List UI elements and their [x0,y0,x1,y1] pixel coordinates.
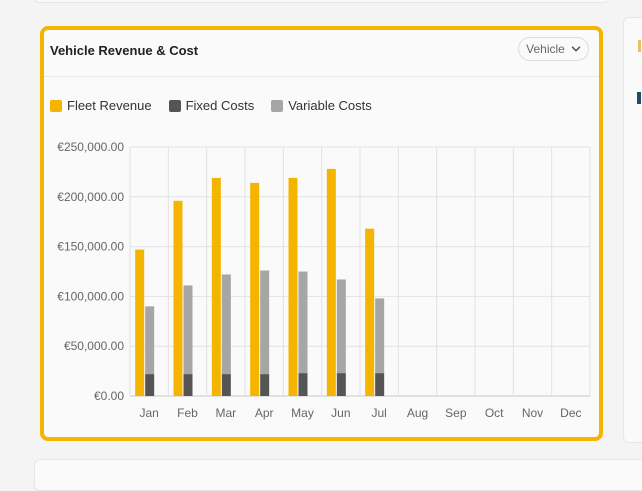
bar-fixed-costs [336,373,346,396]
y-tick-label: €50,000.00 [64,339,124,353]
legend-swatch-fixed-costs [168,99,181,112]
background-card-bottom [34,459,642,491]
vehicle-revenue-cost-panel: Vehicle Revenue & Cost Vehicle Fleet Rev… [40,26,603,441]
right-card-accent [638,40,641,52]
panel-header: Vehicle Revenue & Cost Vehicle [44,30,599,77]
bar-fixed-costs [145,374,155,396]
x-tick-label: Oct [485,406,504,420]
x-tick-label: Nov [522,406,543,420]
legend-item-variable-costs[interactable]: Variable Costs [271,98,372,113]
x-tick-label: Dec [560,406,581,420]
x-tick-label: Jun [331,406,350,420]
legend-label-variable-costs: Variable Costs [288,98,372,113]
panel-title: Vehicle Revenue & Cost [50,43,199,58]
vehicle-dropdown-label: Vehicle [526,42,565,56]
bar-fleet-revenue [326,168,336,396]
y-tick-label: €100,000.00 [57,289,124,303]
legend-label-fixed-costs: Fixed Costs [185,98,255,113]
bar-fleet-revenue [365,228,375,396]
legend-item-fleet-revenue[interactable]: Fleet Revenue [50,98,152,113]
background-card-right [623,17,642,443]
bar-fleet-revenue [173,200,183,396]
x-tick-label: Jul [371,406,386,420]
x-tick-label: Mar [215,406,236,420]
vehicle-dropdown[interactable]: Vehicle [518,37,589,61]
bar-fixed-costs [183,374,193,396]
x-tick-label: Jan [139,406,158,420]
x-tick-label: Feb [177,406,198,420]
bar-variable-costs [298,271,308,374]
chevron-down-icon [571,46,581,52]
x-tick-label: May [291,406,314,420]
bar-fleet-revenue [250,182,260,396]
bar-fixed-costs [260,374,270,396]
bar-fleet-revenue [135,249,145,396]
legend-label-fleet-revenue: Fleet Revenue [67,98,152,113]
bar-fixed-costs [298,373,308,396]
legend-swatch-variable-costs [271,99,284,112]
bar-fixed-costs [221,374,231,396]
bar-fleet-revenue [288,177,298,396]
bar-variable-costs [260,270,270,375]
legend-item-fixed-costs[interactable]: Fixed Costs [168,98,255,113]
bar-fixed-costs [375,373,385,396]
x-tick-label: Sep [445,406,467,420]
right-card-marker [637,92,641,104]
x-tick-label: Apr [255,406,274,420]
bar-variable-costs [375,298,385,374]
y-tick-label: €0.00 [94,389,124,403]
bar-variable-costs [336,279,346,374]
x-tick-label: Aug [407,406,428,420]
bar-fleet-revenue [211,177,221,396]
bar-variable-costs [145,306,155,375]
bar-variable-costs [221,274,231,375]
bar-variable-costs [183,285,193,375]
revenue-cost-chart: €0.00 €50,000.00 €100,000.00 €150,000.00 €20… [57,140,591,420]
chart-legend: Fleet Revenue Fixed Costs Variable Costs [50,98,389,113]
background-card-top [34,0,610,3]
legend-swatch-fleet-revenue [50,99,62,112]
y-tick-label: €150,000.00 [57,240,124,254]
y-tick-label: €250,000.00 [57,140,124,154]
y-tick-label: €200,000.00 [57,190,124,204]
